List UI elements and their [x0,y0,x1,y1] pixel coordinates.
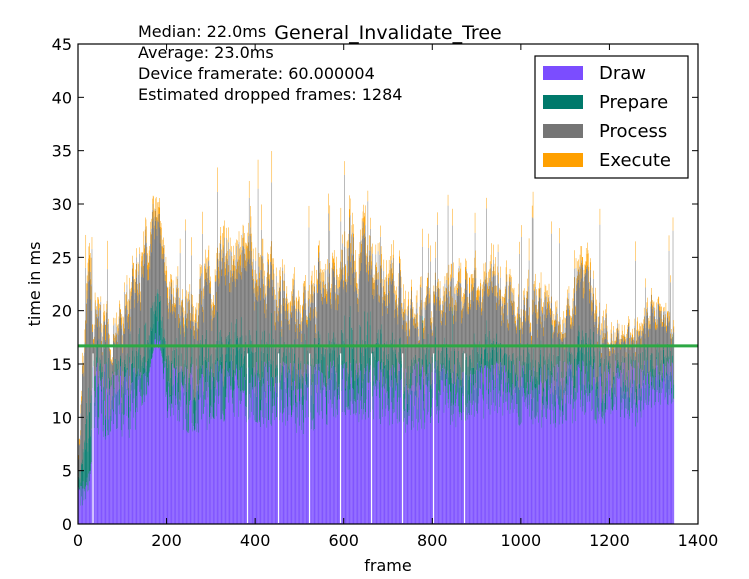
chart: 0 200 400 600 800 1000 1200 1400 05101520253035… [25,22,719,575]
